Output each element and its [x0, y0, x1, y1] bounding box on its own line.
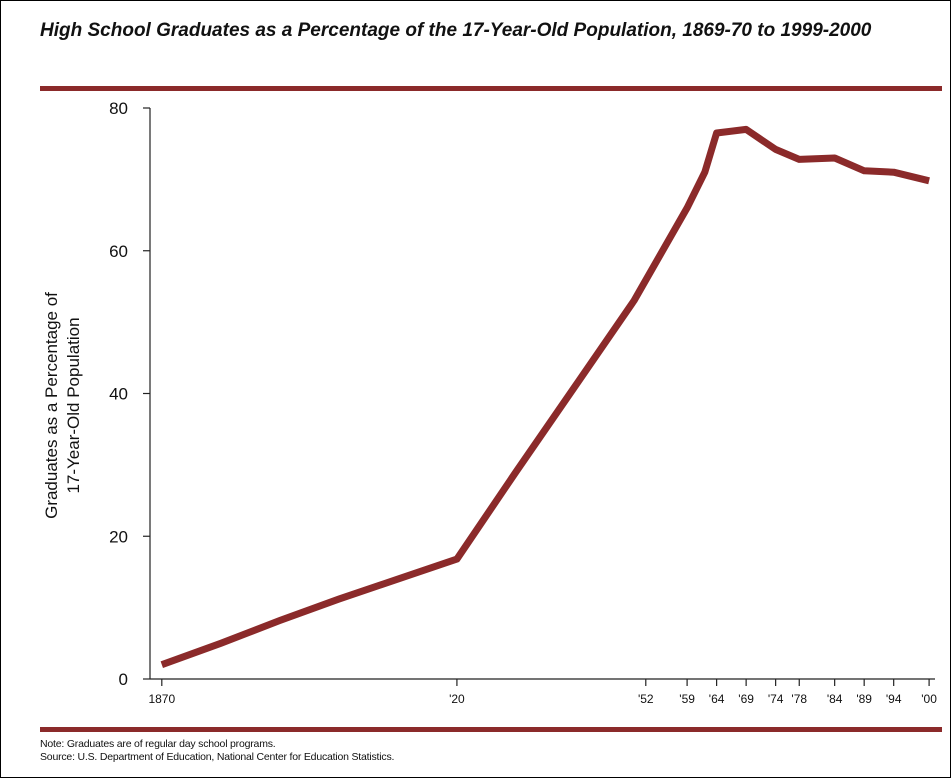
x-tick-label: '20: [449, 692, 465, 706]
y-tick-label: 0: [119, 670, 128, 689]
source-text: Source: U.S. Department of Education, Na…: [40, 751, 395, 763]
y-tick-label: 60: [109, 242, 128, 261]
x-tick-label: 1870: [148, 692, 175, 706]
y-tick-label: 40: [109, 385, 128, 404]
y-tick-label: 20: [109, 527, 128, 546]
note-text: Note: Graduates are of regular day schoo…: [40, 738, 276, 750]
footnotes: Note: Graduates are of regular day schoo…: [40, 738, 394, 764]
y-axis-title-line1: Graduates as a Percentage of: [42, 292, 61, 519]
x-tick-label: '52: [638, 692, 654, 706]
x-tick-label: '94: [886, 692, 902, 706]
top-divider: [40, 86, 942, 91]
x-tick-label: '84: [827, 692, 843, 706]
series-group: [160, 125, 930, 668]
x-tick-label: '00: [921, 692, 937, 706]
y-tick-label: 80: [109, 99, 128, 118]
x-tick-label: '89: [856, 692, 872, 706]
axes: [149, 108, 935, 680]
y-axis-title-line2: 17-Year-Old Population: [64, 317, 83, 493]
x-tick-label: '69: [738, 692, 754, 706]
x-axis-ticks: 1870 '20 '52 '59 '64 '69 '74 '78 '84 '89 '94 '00: [148, 679, 937, 706]
series-line: [160, 125, 930, 668]
x-tick-label: '74: [768, 692, 784, 706]
chart-title: High School Graduates as a Percentage of…: [40, 20, 872, 41]
x-tick-label: '78: [791, 692, 807, 706]
x-tick-label: '59: [679, 692, 695, 706]
bottom-divider: [40, 727, 942, 732]
y-axis-ticks: 0 20 40 60 80: [109, 99, 150, 689]
x-tick-label: '64: [709, 692, 725, 706]
